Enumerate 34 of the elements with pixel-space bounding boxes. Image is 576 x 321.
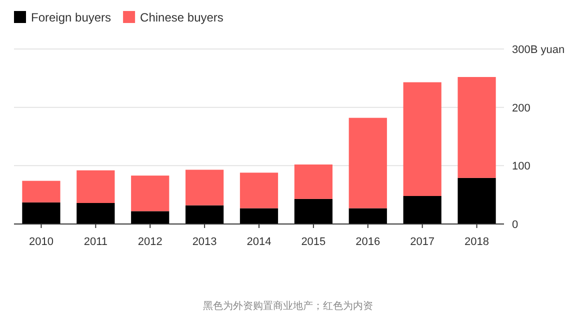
bar (403, 196, 442, 224)
y-tick-label: 300B yuan (512, 44, 565, 56)
bar (348, 208, 387, 224)
x-tick-label: 2012 (138, 236, 162, 248)
bar (458, 77, 496, 178)
y-tick-label: 0 (512, 219, 518, 231)
bar (348, 118, 387, 208)
x-tick-label: 2010 (28, 236, 54, 248)
text: 黑色为外资购置商业地产；红色为内资 (203, 300, 373, 312)
bar (186, 205, 224, 224)
x-tick-label: 2017 (410, 236, 435, 248)
bar (76, 170, 115, 203)
bar (22, 202, 60, 224)
bar (403, 82, 442, 196)
x-tick-label: 2015 (301, 236, 326, 248)
bar (458, 178, 496, 224)
bar (240, 172, 278, 208)
bar (294, 198, 332, 224)
legend-label: Chinese buyers (140, 10, 224, 24)
x-tick-label: 2016 (356, 236, 380, 248)
y-tick-label: 100 (512, 160, 530, 173)
bar (22, 180, 60, 202)
bar (240, 208, 278, 224)
bar (294, 164, 332, 199)
bar (186, 170, 224, 206)
x-tick-label: 2013 (192, 236, 217, 248)
x-tick-label: 2014 (246, 236, 272, 248)
bar (76, 203, 115, 224)
y-tick-label: 200 (512, 102, 530, 114)
legend-label: Foreign buyers (31, 10, 112, 24)
x-tick-label: 2018 (464, 236, 490, 248)
bar (131, 176, 170, 212)
x-tick-label: 2011 (84, 236, 108, 248)
bar (131, 211, 170, 224)
